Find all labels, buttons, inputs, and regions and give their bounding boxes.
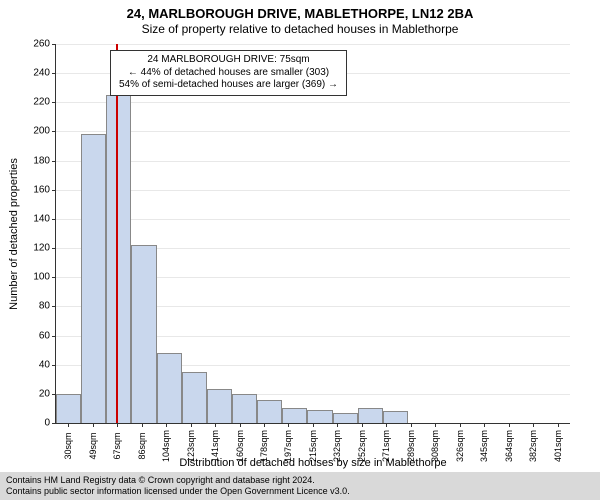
plot-area: Number of detached properties Distributi…: [55, 44, 570, 424]
xtick-label: 345sqm: [479, 430, 489, 462]
bars-container: [56, 44, 570, 423]
xtick-label: 215sqm: [308, 430, 318, 462]
xtick-mark: [533, 423, 534, 427]
annotation-line1: 24 MARLBOROUGH DRIVE: 75sqm: [119, 54, 338, 67]
xtick-mark: [240, 423, 241, 427]
xtick-label: 289sqm: [406, 430, 416, 462]
bar: [257, 400, 282, 423]
xtick-mark: [484, 423, 485, 427]
footer-line2: Contains public sector information licen…: [6, 486, 594, 497]
bar: [207, 389, 232, 423]
xtick-mark: [68, 423, 69, 427]
xtick-label: 271sqm: [381, 430, 391, 462]
xtick-mark: [288, 423, 289, 427]
bar: [307, 410, 332, 423]
xtick-mark: [362, 423, 363, 427]
ytick-label: 20: [39, 388, 56, 399]
xtick-mark: [93, 423, 94, 427]
bar: [358, 408, 383, 423]
xtick-label: 252sqm: [357, 430, 367, 462]
ytick-label: 220: [33, 97, 56, 108]
bar: [157, 353, 182, 423]
ytick-label: 180: [33, 155, 56, 166]
xtick-label: 308sqm: [430, 430, 440, 462]
xtick-label: 401sqm: [553, 430, 563, 462]
bar: [81, 134, 106, 423]
ytick-label: 260: [33, 39, 56, 50]
xtick-mark: [411, 423, 412, 427]
xtick-mark: [264, 423, 265, 427]
footer: Contains HM Land Registry data © Crown c…: [0, 472, 600, 500]
xtick-label: 197sqm: [283, 430, 293, 462]
xtick-mark: [166, 423, 167, 427]
xtick-mark: [191, 423, 192, 427]
footer-line1: Contains HM Land Registry data © Crown c…: [6, 475, 594, 486]
chart-title-main: 24, MARLBOROUGH DRIVE, MABLETHORPE, LN12…: [0, 0, 600, 21]
ytick-label: 40: [39, 359, 56, 370]
bar: [232, 394, 257, 423]
xtick-mark: [509, 423, 510, 427]
xtick-label: 123sqm: [186, 430, 196, 462]
xtick-mark: [337, 423, 338, 427]
ytick-label: 140: [33, 213, 56, 224]
marker-line: [116, 44, 118, 423]
xtick-label: 86sqm: [137, 432, 147, 459]
xtick-mark: [215, 423, 216, 427]
xtick-label: 178sqm: [259, 430, 269, 462]
xtick-label: 364sqm: [504, 430, 514, 462]
ytick-label: 100: [33, 272, 56, 283]
xtick-mark: [435, 423, 436, 427]
xtick-mark: [117, 423, 118, 427]
bar: [56, 394, 81, 423]
xtick-mark: [386, 423, 387, 427]
annotation-box: 24 MARLBOROUGH DRIVE: 75sqm ← 44% of det…: [110, 50, 347, 96]
xtick-mark: [460, 423, 461, 427]
xtick-label: 232sqm: [332, 430, 342, 462]
bar: [106, 95, 131, 423]
xtick-label: 141sqm: [210, 430, 220, 462]
xtick-label: 49sqm: [88, 432, 98, 459]
y-axis-label: Number of detached properties: [8, 158, 20, 310]
bar: [131, 245, 156, 423]
annotation-line2: ← 44% of detached houses are smaller (30…: [119, 67, 338, 80]
ytick-label: 120: [33, 243, 56, 254]
xtick-label: 326sqm: [455, 430, 465, 462]
annotation-line3: 54% of semi-detached houses are larger (…: [119, 79, 338, 92]
ytick-label: 240: [33, 68, 56, 79]
ytick-label: 0: [44, 418, 56, 429]
xtick-mark: [313, 423, 314, 427]
xtick-label: 67sqm: [112, 432, 122, 459]
xtick-label: 382sqm: [528, 430, 538, 462]
chart-title-sub: Size of property relative to detached ho…: [0, 21, 600, 36]
bar: [383, 411, 408, 423]
xtick-mark: [558, 423, 559, 427]
ytick-label: 80: [39, 301, 56, 312]
bar: [182, 372, 207, 423]
bar: [282, 408, 307, 423]
xtick-label: 104sqm: [161, 430, 171, 462]
ytick-label: 60: [39, 330, 56, 341]
xtick-label: 30sqm: [63, 432, 73, 459]
xtick-mark: [142, 423, 143, 427]
bar: [333, 413, 358, 423]
xtick-label: 160sqm: [235, 430, 245, 462]
chart-area: Number of detached properties Distributi…: [55, 44, 570, 424]
ytick-label: 200: [33, 126, 56, 137]
ytick-label: 160: [33, 184, 56, 195]
